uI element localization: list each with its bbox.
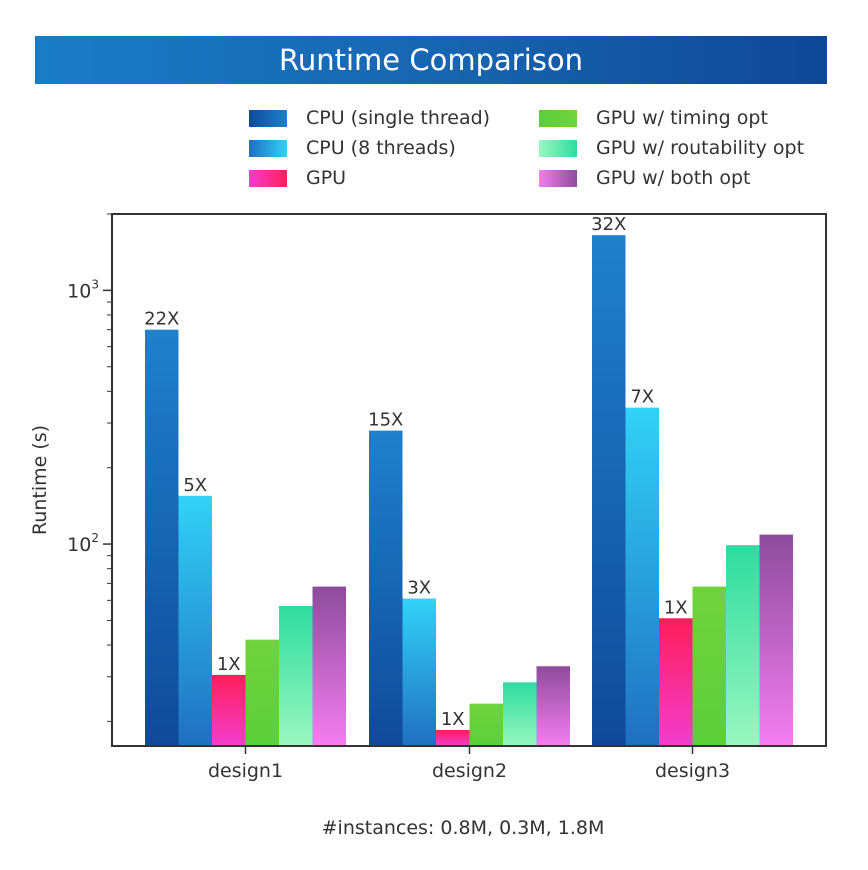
legend-label-gpu-timing-opt: GPU w/ timing opt bbox=[596, 107, 768, 129]
bar-design3-gpu-w-both-opt bbox=[759, 534, 793, 746]
data-label-design2-cpu-single-thread: 15X bbox=[368, 410, 403, 431]
bar-design2-gpu-w-timing-opt bbox=[469, 703, 503, 746]
bar-design1-gpu-w-both-opt bbox=[312, 586, 346, 746]
bar-design3-gpu-w-routability-opt bbox=[726, 545, 760, 746]
data-label-design1-cpu-single-thread: 22X bbox=[144, 309, 179, 330]
bar-design1-gpu-w-routability-opt bbox=[279, 606, 313, 746]
x-axis-label: #instances: 0.8M, 0.3M, 1.8M bbox=[322, 817, 605, 839]
data-label-design3-cpu-8-threads: 7X bbox=[630, 387, 654, 408]
legend-swatch-cpu-single-thread bbox=[249, 109, 287, 127]
legend-item-cpu-single-thread: CPU (single thread) bbox=[249, 105, 490, 131]
bar-design3-cpu-8-threads bbox=[625, 407, 659, 746]
y-axis-label: Runtime (s) bbox=[29, 425, 51, 535]
y-axis: 102 103 bbox=[67, 213, 112, 722]
bar-design3-gpu bbox=[659, 618, 693, 746]
legend-label-gpu-both-opt: GPU w/ both opt bbox=[596, 167, 751, 189]
x-tick-label-design3: design3 bbox=[655, 760, 730, 782]
bar-design2-cpu-8-threads bbox=[402, 598, 436, 746]
x-tick-label-design1: design1 bbox=[208, 760, 283, 782]
legend-swatch-gpu-routability-opt bbox=[539, 139, 577, 157]
bar-design1-cpu-8-threads bbox=[178, 495, 212, 746]
y-tick-label-100: 102 bbox=[67, 531, 99, 556]
bar-design1-gpu-w-timing-opt bbox=[245, 639, 279, 746]
legend-label-cpu-8-threads: CPU (8 threads) bbox=[306, 137, 456, 159]
chart-title: Runtime Comparison bbox=[35, 36, 827, 84]
legend-swatch-gpu bbox=[249, 169, 287, 187]
x-axis: design1 design2 design3 bbox=[208, 746, 730, 782]
legend-label-gpu-routability-opt: GPU w/ routability opt bbox=[596, 137, 805, 159]
bar-design2-cpu-single-thread bbox=[369, 430, 403, 746]
legend-item-cpu-8-threads: CPU (8 threads) bbox=[249, 135, 456, 161]
y-tick-label-1000: 103 bbox=[67, 277, 99, 302]
bar-design2-gpu-w-routability-opt bbox=[503, 682, 537, 746]
bar-design3-cpu-single-thread bbox=[592, 235, 626, 747]
data-label-design2-gpu: 1X bbox=[441, 709, 465, 730]
legend-label-gpu: GPU bbox=[306, 167, 347, 189]
legend-swatch-cpu-8-threads bbox=[249, 139, 287, 157]
data-label-design3-gpu: 1X bbox=[664, 597, 688, 618]
legend-label-cpu-single-thread: CPU (single thread) bbox=[306, 107, 491, 129]
bar-design2-gpu-w-both-opt bbox=[536, 666, 570, 746]
data-label-design1-cpu-8-threads: 5X bbox=[183, 475, 207, 496]
data-label-design2-cpu-8-threads: 3X bbox=[407, 578, 431, 599]
legend-item-gpu: GPU bbox=[249, 165, 346, 191]
bars-layer: 22X 5X 1X 15X 3X 1X 32X 7X 1X bbox=[144, 214, 793, 747]
data-label-design1-gpu: 1X bbox=[217, 654, 241, 675]
legend-item-gpu-both-opt: GPU w/ both opt bbox=[539, 165, 750, 191]
legend: CPU (single thread) CPU (8 threads) GPU … bbox=[249, 104, 849, 194]
legend-swatch-gpu-both-opt bbox=[539, 169, 577, 187]
data-label-design3-cpu-single-thread: 32X bbox=[591, 214, 626, 235]
legend-swatch-gpu-timing-opt bbox=[539, 109, 577, 127]
legend-item-gpu-timing-opt: GPU w/ timing opt bbox=[539, 105, 768, 131]
bar-design1-gpu bbox=[212, 674, 246, 746]
bar-design3-gpu-w-timing-opt bbox=[692, 586, 726, 746]
bar-design1-cpu-single-thread bbox=[145, 329, 179, 746]
bar-design2-gpu bbox=[436, 730, 470, 746]
x-tick-label-design2: design2 bbox=[432, 760, 507, 782]
legend-item-gpu-routability-opt: GPU w/ routability opt bbox=[539, 135, 804, 161]
